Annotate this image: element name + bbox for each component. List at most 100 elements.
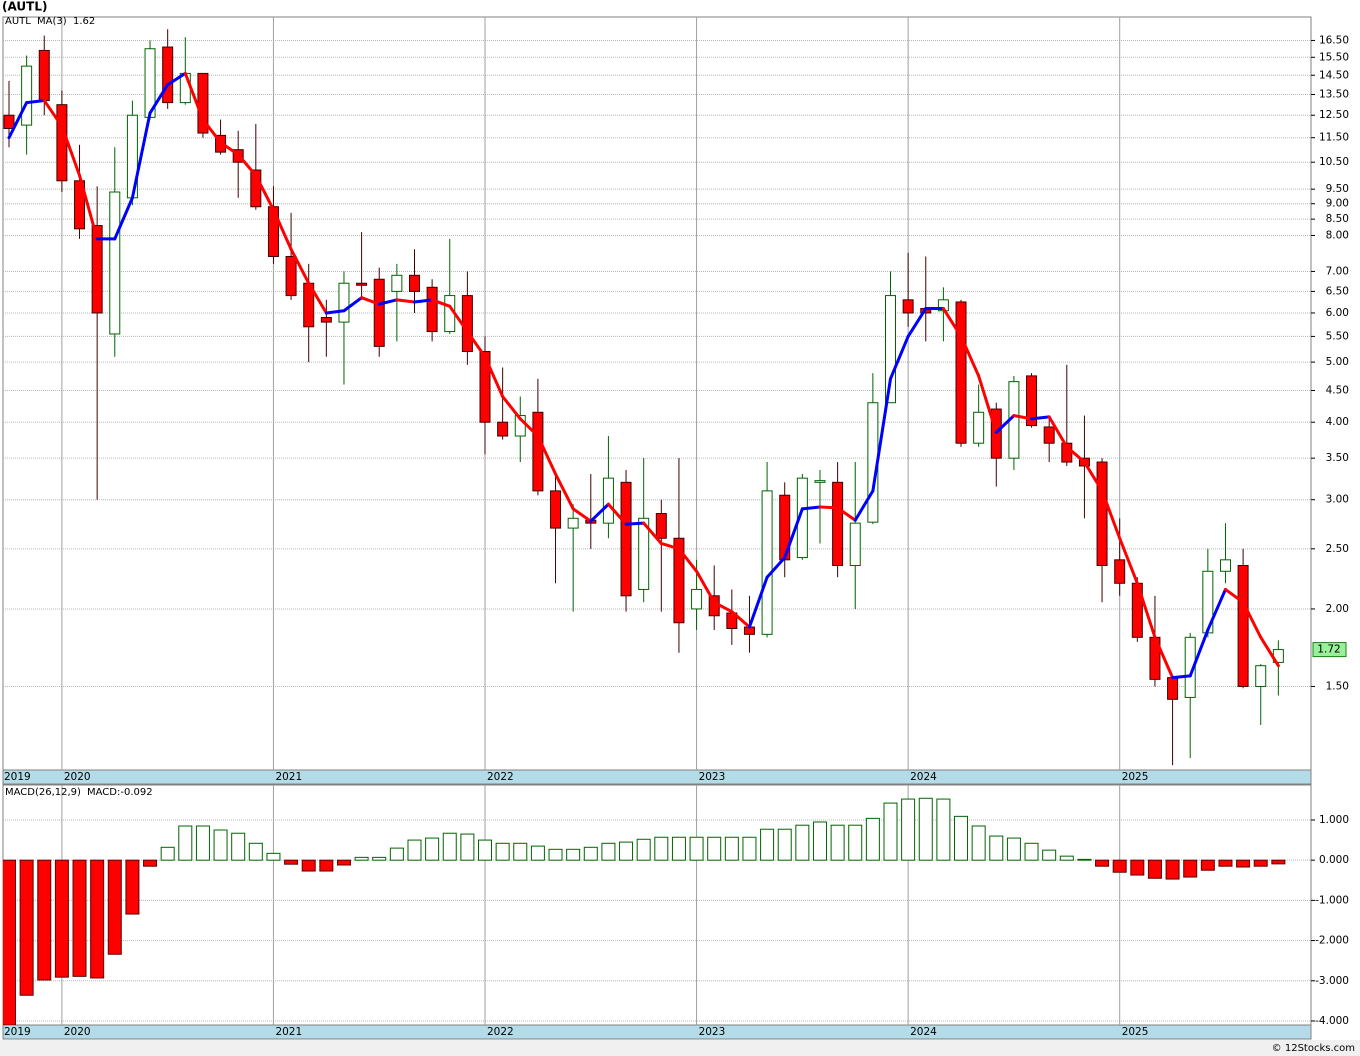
macd-bar	[284, 859, 299, 865]
macd-bar	[1130, 859, 1145, 876]
macd-bar	[777, 828, 792, 861]
y-tick-label: -3.000	[1315, 975, 1349, 987]
candle-body	[1043, 426, 1055, 444]
macd-bar	[389, 847, 404, 861]
macd-bar	[266, 852, 281, 861]
candle-body	[109, 191, 121, 335]
ma-line	[430, 298, 452, 308]
ma-line	[324, 309, 346, 315]
macd-bar	[213, 829, 228, 861]
macd-bar	[654, 836, 669, 861]
plot-layer: 1.50 2.00 2.50 3.00 3.50 4.00 4.50 5.00 5.50 6.00…	[3, 16, 1349, 1038]
ma-line	[642, 521, 663, 545]
macd-bars	[3, 797, 1286, 1025]
candle-body	[408, 274, 420, 292]
macd-bar	[178, 825, 193, 861]
x-tick-label: 2025	[1122, 771, 1149, 783]
macd-bar	[760, 828, 775, 861]
ma-line	[166, 71, 187, 87]
ma-line	[554, 472, 575, 511]
y-tick-label: 1.50	[1326, 680, 1349, 692]
candle-body	[620, 481, 632, 597]
ma-line	[395, 298, 416, 304]
ma-line	[1047, 415, 1069, 449]
macd-bar	[143, 859, 158, 867]
candle-body	[849, 522, 861, 566]
y-tick-label: 8.50	[1326, 213, 1349, 225]
candle-body	[38, 49, 50, 102]
macd-bar	[601, 842, 616, 861]
legend-ticker: AUTL	[5, 16, 31, 27]
candle-body	[1096, 461, 1108, 566]
macd-bar	[689, 836, 704, 861]
candle-body	[638, 517, 650, 590]
candle-body	[532, 411, 544, 492]
macd-bar	[812, 821, 827, 861]
ma-line	[712, 600, 734, 614]
candle-body	[550, 490, 562, 529]
macd-bar	[1112, 859, 1127, 873]
y-tick-label: 3.00	[1326, 494, 1349, 506]
ma-line	[906, 307, 928, 338]
macd-bar	[548, 848, 563, 861]
macd-axis-strip	[2, 1024, 1312, 1040]
ma-line	[465, 330, 487, 359]
macd-bar	[37, 859, 52, 981]
ma-line	[1065, 445, 1086, 464]
candle-body	[162, 46, 174, 104]
x-tick-label: 2020	[64, 1026, 91, 1038]
candle-body	[285, 255, 297, 297]
ma-line	[113, 196, 134, 241]
macd-bar	[107, 859, 122, 955]
candle-body	[56, 104, 68, 182]
candle-body	[91, 225, 103, 314]
y-tick-label: 7.00	[1326, 265, 1349, 277]
candle-body	[497, 421, 509, 437]
macd-bar	[1218, 859, 1233, 867]
candle-body	[320, 316, 332, 323]
ma-line	[78, 173, 99, 241]
macd-bar	[971, 825, 986, 861]
x-tick-label: 2022	[487, 1026, 514, 1038]
last-price-box	[1312, 642, 1347, 658]
legend-macd: MACD(26,12,9)	[5, 787, 81, 798]
candle-body	[1237, 564, 1249, 687]
ma-line	[695, 569, 716, 604]
macd-bar	[848, 824, 863, 861]
candle-body	[1114, 559, 1126, 584]
y-tick-label: 5.50	[1326, 330, 1349, 342]
macd-bar	[619, 841, 634, 861]
ma-line	[836, 506, 857, 522]
ma-line	[1188, 628, 1210, 678]
ma-line	[1223, 587, 1245, 604]
ma-line	[236, 153, 258, 177]
candle-body	[391, 274, 403, 292]
macd-bar	[301, 859, 316, 872]
macd-bar	[865, 817, 880, 861]
ma-line	[871, 377, 892, 493]
x-tick-label: 2024	[910, 771, 937, 783]
ma-line	[853, 489, 875, 522]
ma-line	[307, 281, 328, 315]
macd-bar	[1253, 859, 1268, 867]
ma-line	[800, 505, 822, 511]
ma-line	[1082, 460, 1104, 493]
ma-line	[219, 140, 240, 157]
ma-line	[589, 502, 610, 523]
macd-bar	[160, 846, 175, 861]
macd-panel	[2, 784, 1312, 1026]
candle-body	[338, 282, 350, 323]
candle-body	[426, 286, 438, 333]
macd-bar	[989, 835, 1004, 861]
macd-bar	[795, 824, 810, 861]
ma-line	[60, 124, 82, 177]
macd-bar	[830, 824, 845, 861]
legend-macd-value: MACD:-0.092	[87, 787, 153, 798]
candle-body	[479, 351, 491, 423]
macd-bar	[1095, 859, 1110, 867]
ma-line	[183, 71, 205, 122]
candle-body	[973, 411, 985, 444]
ma-line	[7, 101, 29, 140]
ma-line	[377, 298, 399, 306]
